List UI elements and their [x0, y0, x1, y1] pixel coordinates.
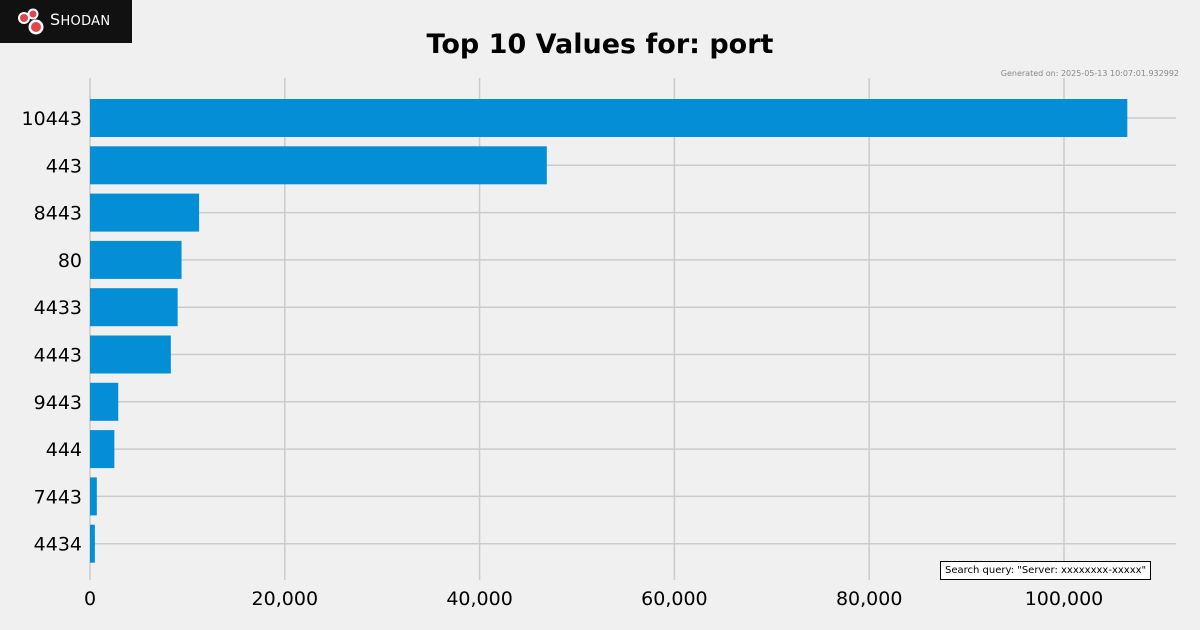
shodan-logo-icon: [18, 8, 44, 35]
y-tick-label: 80: [58, 250, 82, 272]
bar: [90, 288, 178, 327]
bar: [90, 524, 95, 563]
bar: [90, 193, 200, 232]
chart-title: Top 10 Values for: port: [426, 29, 774, 60]
y-tick-label: 8443: [34, 203, 82, 225]
shodan-logo[interactable]: SHODAN: [0, 0, 132, 43]
bar: [90, 477, 97, 516]
x-tick-label: 100,000: [1025, 588, 1104, 610]
x-tick-label: 80,000: [836, 588, 902, 610]
y-tick-label: 4434: [34, 534, 82, 556]
bar: [90, 382, 119, 421]
x-tick-label: 20,000: [252, 588, 318, 610]
bar: [90, 335, 171, 374]
x-tick-label: 60,000: [641, 588, 707, 610]
shodan-logo-text: SHODAN: [50, 11, 110, 31]
y-tick-label: 10443: [22, 108, 82, 130]
logo-text-rest: HODAN: [60, 14, 111, 29]
logo-text-initial: S: [50, 10, 61, 29]
x-tick-label: 0: [84, 588, 96, 610]
y-tick-label: 4443: [34, 345, 82, 367]
search-query-box: Search query: "Server: xxxxxxxx-xxxxx": [940, 561, 1152, 580]
y-tick-label: 443: [46, 155, 82, 177]
bar: [90, 146, 547, 185]
y-tick-label: 444: [46, 439, 82, 461]
x-tick-label: 40,000: [446, 588, 512, 610]
generated-timestamp: Generated on: 2025-05-13 10:07:01.932992: [1000, 69, 1179, 78]
y-tick-label: 4433: [34, 297, 82, 319]
bar: [90, 430, 115, 469]
bar: [90, 240, 182, 279]
y-tick-label: 9443: [34, 392, 82, 414]
bar: [90, 99, 1128, 137]
y-tick-label: 7443: [34, 486, 82, 508]
